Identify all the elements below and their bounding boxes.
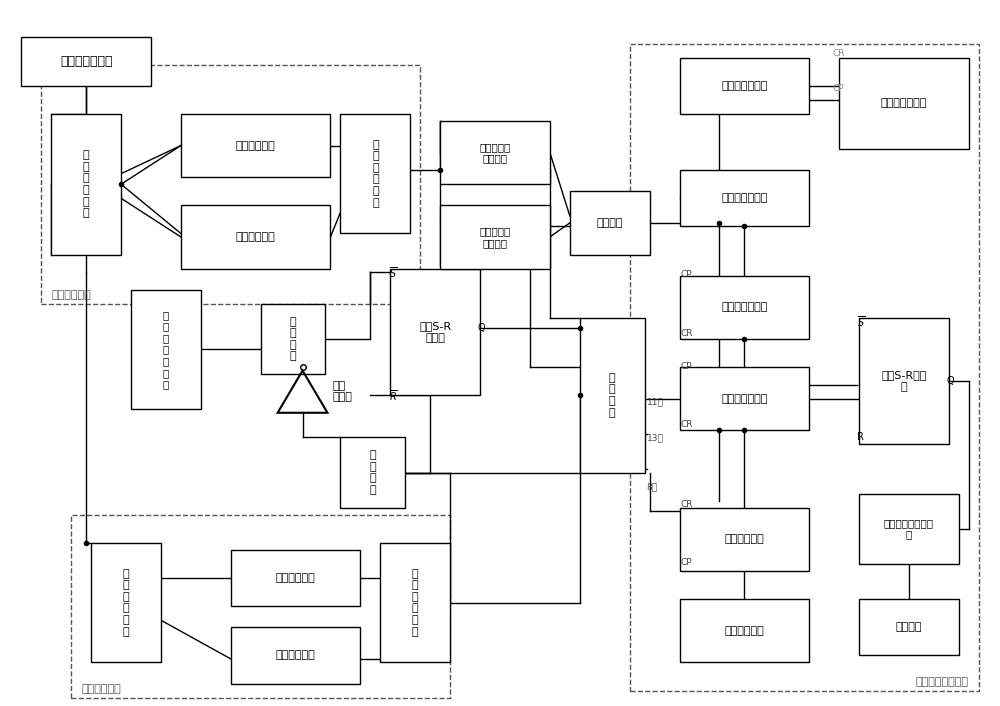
Text: 第一截获脉
冲延迟器: 第一截获脉 冲延迟器 — [479, 226, 511, 248]
Text: R: R — [857, 432, 864, 443]
FancyBboxPatch shape — [680, 599, 809, 662]
FancyBboxPatch shape — [580, 318, 645, 472]
Text: 第五电路单元: 第五电路单元 — [276, 573, 315, 583]
Text: 第一
反相器: 第一 反相器 — [332, 381, 352, 402]
Text: 第
二
与
门: 第 二 与 门 — [370, 450, 376, 495]
Text: 第十电路单元: 第十电路单元 — [724, 534, 764, 544]
Text: 第
一
与
门: 第 一 与 门 — [609, 373, 615, 417]
Text: 第
八
电
路
单
元: 第 八 电 路 单 元 — [412, 568, 419, 637]
Text: 时间启动模块: 时间启动模块 — [51, 290, 91, 300]
FancyBboxPatch shape — [181, 114, 330, 177]
Text: 第二电路单元: 第二电路单元 — [236, 232, 276, 242]
FancyBboxPatch shape — [380, 543, 450, 662]
Text: 第十三电路单元: 第十三电路单元 — [721, 193, 768, 203]
Text: 第二截获脉
冲延迟器: 第二截获脉 冲延迟器 — [479, 142, 511, 163]
Text: 第
三
电
路
单
元: 第 三 电 路 单 元 — [83, 150, 89, 218]
Text: CP: CP — [680, 558, 692, 568]
Text: 光电隔离固体继电
器: 光电隔离固体继电 器 — [884, 518, 934, 539]
FancyBboxPatch shape — [91, 543, 161, 662]
Text: 第十五电路单元: 第十五电路单元 — [881, 98, 927, 108]
FancyBboxPatch shape — [680, 508, 809, 571]
FancyBboxPatch shape — [21, 37, 151, 85]
FancyBboxPatch shape — [181, 205, 330, 268]
Text: CR: CR — [832, 49, 845, 58]
Text: 第一电路单元: 第一电路单元 — [236, 140, 276, 150]
FancyBboxPatch shape — [839, 58, 969, 149]
Text: 11位: 11位 — [647, 397, 663, 407]
FancyBboxPatch shape — [680, 170, 809, 227]
Text: $\overline{S}$: $\overline{S}$ — [857, 314, 865, 329]
FancyBboxPatch shape — [680, 275, 809, 339]
Text: 第
四
电
路
单
元: 第 四 电 路 单 元 — [372, 140, 379, 208]
FancyBboxPatch shape — [340, 114, 410, 234]
Text: CP: CP — [832, 84, 844, 92]
Text: 第
三
与
门: 第 三 与 门 — [290, 316, 296, 361]
Text: Q: Q — [477, 323, 485, 333]
Text: 第一S-R
锁存器: 第一S-R 锁存器 — [419, 321, 451, 342]
Text: 第九电路单元: 第九电路单元 — [724, 626, 764, 636]
Text: 第六电路单元: 第六电路单元 — [276, 650, 315, 660]
FancyBboxPatch shape — [390, 268, 480, 395]
FancyBboxPatch shape — [680, 58, 809, 114]
Text: CR: CR — [680, 500, 693, 509]
Text: 第
一
消
扫
动
开
关: 第 一 消 扫 动 开 关 — [163, 310, 169, 389]
Text: 第十一电路单元: 第十一电路单元 — [721, 394, 768, 404]
FancyBboxPatch shape — [51, 114, 121, 255]
Text: 前置电压跟随器: 前置电压跟随器 — [60, 54, 112, 68]
FancyBboxPatch shape — [440, 121, 550, 184]
Text: CR: CR — [680, 420, 693, 429]
Text: 第十四电路单元: 第十四电路单元 — [721, 80, 768, 91]
FancyBboxPatch shape — [859, 493, 959, 564]
Text: 第
七
电
路
单
元: 第 七 电 路 单 元 — [123, 568, 129, 637]
Text: CP: CP — [680, 362, 692, 371]
FancyBboxPatch shape — [440, 205, 550, 268]
Text: 第二S-R锁存
器: 第二S-R锁存 器 — [881, 371, 927, 392]
Text: 受控设备: 受控设备 — [896, 622, 922, 633]
Text: 第一或门: 第一或门 — [596, 218, 623, 228]
Text: CP: CP — [680, 270, 692, 279]
Text: 时间数据应用模块: 时间数据应用模块 — [916, 677, 969, 687]
Text: 第十二电路单元: 第十二电路单元 — [721, 302, 768, 312]
FancyBboxPatch shape — [231, 550, 360, 606]
FancyBboxPatch shape — [570, 191, 650, 255]
FancyBboxPatch shape — [340, 438, 405, 508]
Text: 时间截获模块: 时间截获模块 — [81, 684, 121, 694]
Text: 13位: 13位 — [647, 433, 663, 442]
Text: Q: Q — [947, 376, 954, 386]
FancyBboxPatch shape — [131, 289, 201, 409]
Text: $\overline{S}$: $\overline{S}$ — [389, 265, 397, 280]
FancyBboxPatch shape — [680, 367, 809, 431]
Text: CR: CR — [680, 328, 693, 337]
FancyBboxPatch shape — [231, 627, 360, 683]
Text: 8位: 8位 — [647, 482, 658, 491]
FancyBboxPatch shape — [859, 318, 949, 444]
Text: $\overline{R}$: $\overline{R}$ — [389, 388, 398, 402]
FancyBboxPatch shape — [261, 304, 325, 374]
FancyBboxPatch shape — [859, 599, 959, 655]
